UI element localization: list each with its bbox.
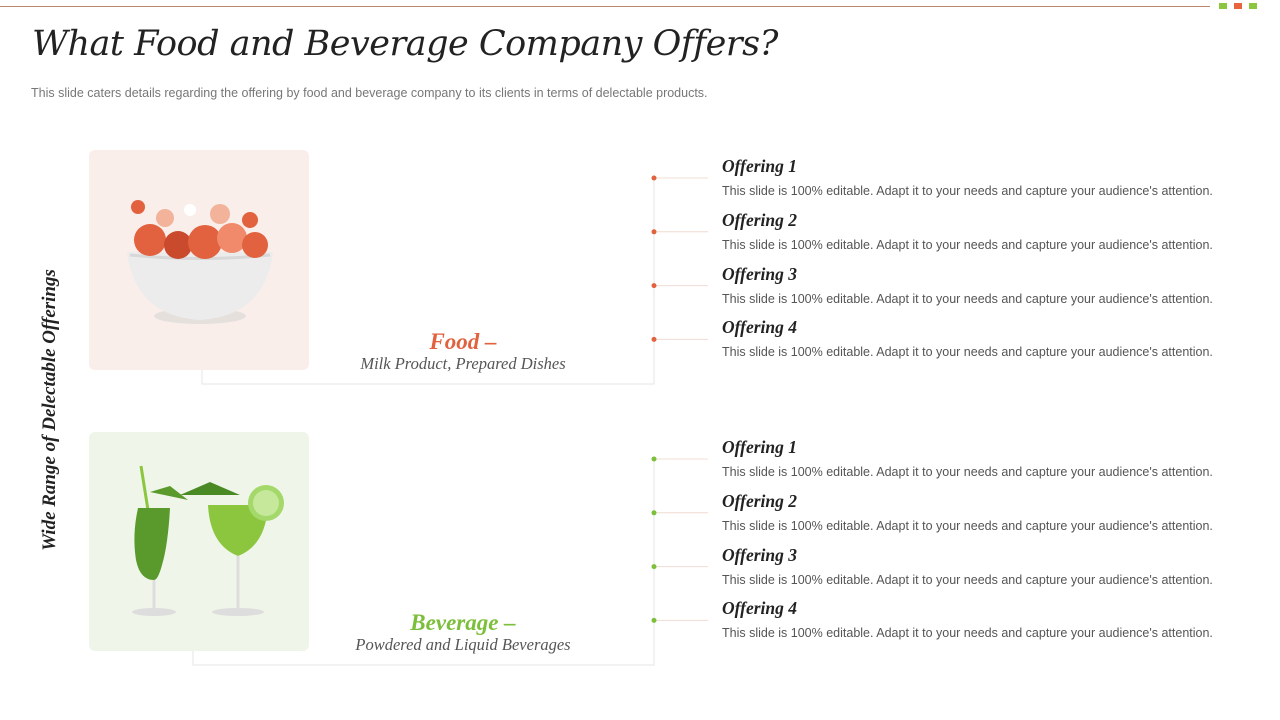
- offering-title: Offering 1: [722, 437, 798, 457]
- connector-dot: [651, 336, 657, 342]
- connector-dot: [651, 283, 657, 289]
- side-label: Wide Range of Delectable Offerings: [39, 269, 60, 551]
- offering-title: Offering 2: [722, 209, 798, 230]
- section-caption: Powdered and Liquid Beverages: [355, 635, 571, 654]
- offering-title: Offering 1: [722, 156, 798, 176]
- offering-title: Offering 4: [722, 598, 798, 619]
- corner-square: [1219, 3, 1227, 9]
- subtitle: This slide caters details regarding the …: [31, 86, 708, 100]
- connectors: [192, 175, 708, 666]
- beverage-panel: [89, 432, 309, 651]
- offering-text: This slide is 100% editable. Adapt it to…: [722, 626, 1213, 641]
- bracket: [201, 178, 655, 385]
- connector-dot: [651, 456, 657, 462]
- offering-text: This slide is 100% editable. Adapt it to…: [722, 291, 1213, 306]
- offering-title: Offering 2: [722, 490, 798, 511]
- beverage-illustration: [132, 465, 284, 616]
- corner-square: [1249, 3, 1257, 9]
- connector-dot: [651, 229, 657, 235]
- section-heading: Food –: [429, 329, 497, 354]
- connector-dot: [651, 510, 657, 516]
- food-illustration: [127, 200, 273, 324]
- offering-title: Offering 4: [722, 317, 798, 338]
- connector-dot: [651, 175, 657, 181]
- connector-dot: [651, 617, 657, 623]
- offering-text: This slide is 100% editable. Adapt it to…: [722, 518, 1213, 533]
- offering-text: This slide is 100% editable. Adapt it to…: [722, 237, 1213, 252]
- offering-text: This slide is 100% editable. Adapt it to…: [722, 184, 1213, 198]
- offering-title: Offering 3: [722, 544, 798, 565]
- section-caption: Milk Product, Prepared Dishes: [360, 354, 566, 373]
- connector-dot: [651, 564, 657, 570]
- offering-text: This slide is 100% editable. Adapt it to…: [722, 345, 1213, 360]
- corner-square: [1234, 3, 1242, 9]
- offering-title: Offering 3: [722, 263, 798, 284]
- bracket: [192, 459, 655, 666]
- title: What Food and Beverage Company Offers?: [32, 24, 778, 64]
- offering-text: This slide is 100% editable. Adapt it to…: [722, 572, 1213, 587]
- offering-text: This slide is 100% editable. Adapt it to…: [722, 465, 1213, 479]
- section-heading: Beverage –: [410, 610, 516, 635]
